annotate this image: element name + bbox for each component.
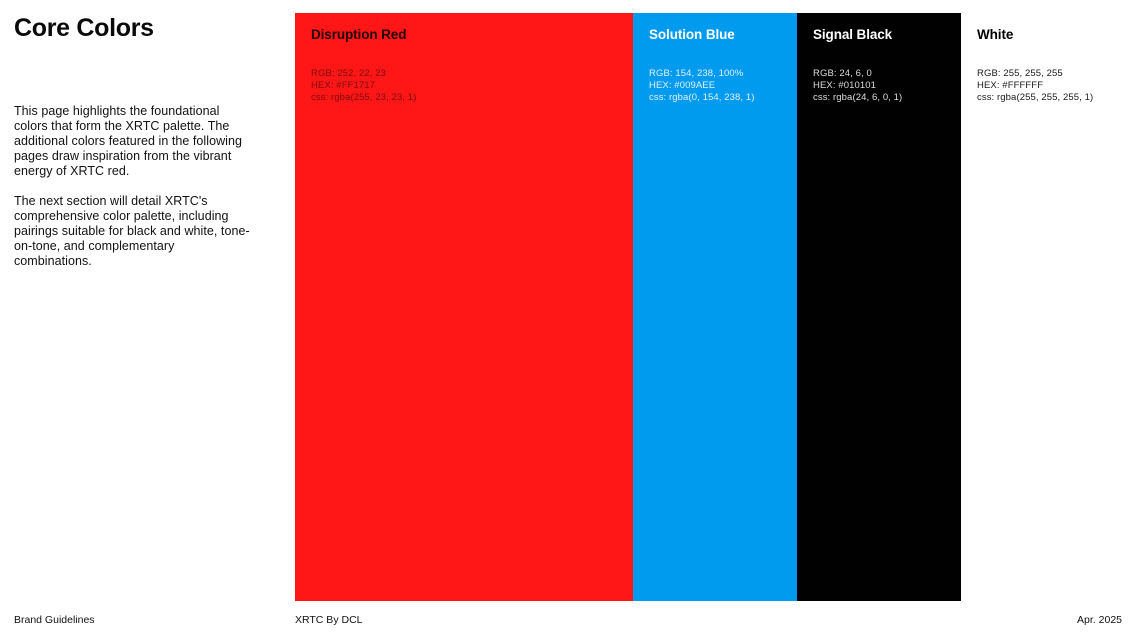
swatch-disruption-red: Disruption Red RGB: 252, 22, 23 HEX: #FF… [295, 13, 633, 601]
hex-value: HEX: #FFFFFF [977, 80, 1044, 91]
swatch-color-values: RGB: 255, 255, 255 HEX: #FFFFFF css: rgb… [977, 68, 1093, 104]
swatch-solution-blue: Solution Blue RGB: 154, 238, 100% HEX: #… [633, 13, 797, 601]
page-footer: Brand Guidelines XRTC By DCL Apr. 2025 [0, 614, 1138, 630]
css-value: css: rgba(24, 6, 0, 1) [813, 92, 903, 103]
intro-paragraph-1: This page highlights the foundational co… [14, 104, 242, 179]
hex-value: HEX: #FF1717 [311, 80, 376, 91]
swatch-title: White [977, 27, 1014, 42]
footer-date: Apr. 2025 [1077, 614, 1122, 626]
color-swatch-row: Disruption Red RGB: 252, 22, 23 HEX: #FF… [295, 13, 1125, 601]
footer-brand-name: XRTC By DCL [295, 614, 363, 626]
intro-column: Core Colors [14, 14, 254, 43]
hex-value: HEX: #009AEE [649, 80, 716, 91]
css-value: css: rgba(0, 154, 238, 1) [649, 92, 755, 103]
swatch-signal-black: Signal Black RGB: 24, 6, 0 HEX: #010101 … [797, 13, 961, 601]
rgb-value: RGB: 24, 6, 0 [813, 68, 872, 79]
page-title: Core Colors [14, 14, 154, 42]
swatch-color-values: RGB: 252, 22, 23 HEX: #FF1717 css: rgba(… [311, 68, 416, 104]
css-value: css: rgba(255, 255, 255, 1) [977, 92, 1094, 103]
swatch-title: Signal Black [813, 27, 893, 42]
rgb-value: RGB: 154, 238, 100% [649, 68, 744, 79]
swatch-color-values: RGB: 154, 238, 100% HEX: #009AEE css: rg… [649, 68, 754, 104]
intro-paragraph-2: The next section will detail XRTC's comp… [14, 194, 250, 269]
rgb-value: RGB: 252, 22, 23 [311, 68, 387, 79]
swatch-color-values: RGB: 24, 6, 0 HEX: #010101 css: rgba(24,… [813, 68, 902, 104]
css-value: css: rgba(255, 23, 23, 1) [311, 92, 417, 103]
footer-document-name: Brand Guidelines [14, 614, 95, 626]
swatch-title: Disruption Red [311, 27, 407, 42]
swatch-white: White RGB: 255, 255, 255 HEX: #FFFFFF cs… [961, 13, 1125, 601]
swatch-title: Solution Blue [649, 27, 735, 42]
hex-value: HEX: #010101 [813, 80, 876, 91]
rgb-value: RGB: 255, 255, 255 [977, 68, 1063, 79]
